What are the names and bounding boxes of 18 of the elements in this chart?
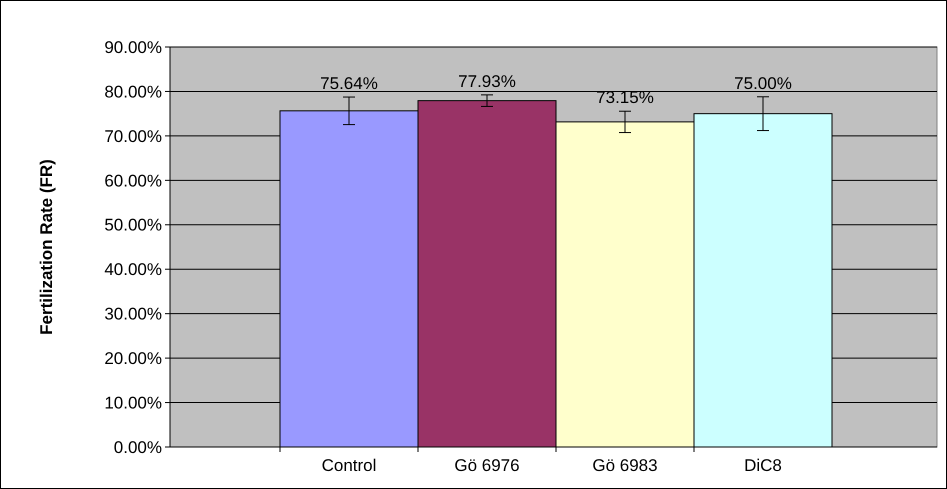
y-tick-label: 60.00% — [104, 171, 162, 190]
y-tick-label: 80.00% — [104, 82, 162, 102]
x-tick-label: DiC8 — [744, 456, 782, 475]
y-tick-label: 50.00% — [104, 216, 162, 235]
y-axis-title: Fertilization Rate (FR) — [37, 159, 56, 335]
data-label: 75.64% — [320, 74, 378, 94]
y-tick-label: 0.00% — [114, 438, 162, 457]
data-label: 77.93% — [458, 72, 516, 91]
data-label: 75.00% — [734, 74, 792, 93]
y-tick-label: 10.00% — [104, 394, 162, 413]
x-tick-label: Control — [322, 456, 376, 475]
x-tick-label: Gö 6976 — [454, 456, 520, 475]
y-tick-label: 20.00% — [104, 349, 162, 368]
y-tick-label: 40.00% — [104, 260, 162, 280]
y-tick-label: 30.00% — [104, 304, 162, 324]
y-tick-label: 90.00% — [104, 38, 162, 57]
x-tick-label: Gö 6983 — [592, 456, 658, 475]
y-tick-label: 70.00% — [104, 126, 162, 146]
